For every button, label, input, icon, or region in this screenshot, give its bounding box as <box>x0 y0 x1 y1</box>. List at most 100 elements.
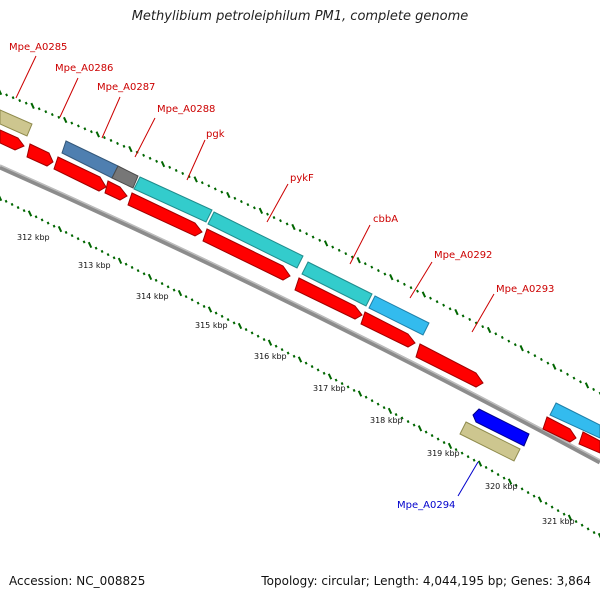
gene-labels: Mpe_A0285 Mpe_A0286 Mpe_A0287 Mpe_A0288 … <box>9 42 554 511</box>
minor-tick <box>580 523 584 527</box>
minor-tick <box>544 501 548 505</box>
outer-tick-ring <box>0 88 600 395</box>
minor-tick <box>364 395 368 399</box>
gene-label-mpe-a0288[interactable]: Mpe_A0288 <box>157 104 215 115</box>
cds-arrow[interactable] <box>53 156 107 192</box>
minor-tick <box>435 300 439 304</box>
leader-line <box>457 461 479 497</box>
major-tick <box>454 308 459 316</box>
orf-feature-cyan-1[interactable] <box>368 295 430 336</box>
minor-tick <box>168 165 172 169</box>
minor-tick <box>513 343 517 347</box>
minor-tick <box>112 256 116 260</box>
gene-label-mpe-a0286[interactable]: Mpe_A0286 <box>55 63 113 74</box>
kbp-label: 316 kbp <box>254 352 287 361</box>
minor-tick <box>344 252 348 256</box>
minor-tick <box>298 228 302 233</box>
major-tick <box>567 514 573 521</box>
major-tick <box>327 373 333 380</box>
minor-tick <box>424 430 428 434</box>
minor-tick <box>484 465 488 469</box>
orf-feature-gray[interactable] <box>111 165 139 189</box>
minor-tick <box>402 282 406 286</box>
orf-feature-khaki-reverse[interactable] <box>459 421 521 462</box>
cds-arrow[interactable] <box>26 143 54 167</box>
minor-tick <box>280 348 284 352</box>
major-tick <box>357 390 363 397</box>
cds-arrow[interactable] <box>294 277 363 320</box>
minor-tick <box>559 369 563 373</box>
major-tick <box>267 339 273 346</box>
cds-arrow[interactable] <box>104 180 128 201</box>
minor-tick <box>520 487 524 491</box>
gene-label-pykf[interactable]: pykF <box>290 173 314 184</box>
minor-tick <box>526 490 530 495</box>
minor-tick <box>370 399 374 403</box>
major-tick <box>30 102 35 109</box>
minor-tick <box>526 350 530 354</box>
minor-tick <box>109 138 113 142</box>
orf-feature-khaki[interactable] <box>0 109 33 137</box>
orf-feature-teal-1[interactable] <box>133 176 213 223</box>
major-tick <box>597 532 600 540</box>
minor-tick <box>37 107 41 111</box>
minor-tick <box>34 215 38 219</box>
cds-arrow[interactable] <box>415 343 484 388</box>
minor-tick <box>18 98 22 103</box>
cds-arrow[interactable] <box>360 311 416 348</box>
minor-tick <box>592 387 596 391</box>
minor-tick <box>172 288 176 292</box>
orf-feature-teal-3[interactable] <box>301 261 373 307</box>
minor-tick <box>494 332 498 336</box>
leader-line <box>349 224 371 265</box>
label-leaders <box>15 55 495 497</box>
minor-tick <box>592 530 596 535</box>
major-tick <box>117 257 123 264</box>
kbp-label: 319 kbp <box>427 449 460 458</box>
gene-label-pgk[interactable]: pgk <box>206 129 225 140</box>
major-tick <box>147 273 153 281</box>
minor-tick <box>52 224 56 228</box>
orf-feature-cyan-2[interactable] <box>549 402 600 439</box>
minor-tick <box>279 219 282 223</box>
minor-tick <box>181 171 185 175</box>
gene-label-mpe-a0292[interactable]: Mpe_A0292 <box>434 250 492 261</box>
leader-line <box>266 183 289 223</box>
major-tick <box>447 442 453 450</box>
minor-tick <box>100 249 104 253</box>
gene-label-cbba[interactable]: cbbA <box>373 214 398 225</box>
cds-arrow[interactable] <box>542 416 577 443</box>
genome-backbone <box>0 164 600 465</box>
major-tick <box>226 191 231 199</box>
minor-tick <box>57 115 61 119</box>
minor-tick <box>232 321 236 325</box>
minor-tick <box>502 476 506 480</box>
orf-feature-teal-2[interactable] <box>207 211 304 269</box>
leader-line <box>15 55 37 99</box>
minor-tick <box>406 419 410 424</box>
inner-tick-ring <box>0 194 600 540</box>
cds-arrow[interactable] <box>127 192 203 237</box>
cds-arrow[interactable] <box>0 129 25 151</box>
gene-label-mpe-a0294[interactable]: Mpe_A0294 <box>397 500 455 511</box>
cds-arrow[interactable] <box>202 228 291 281</box>
genome-backbone-highlight <box>0 164 600 461</box>
minor-tick <box>250 331 254 335</box>
gene-label-mpe-a0285[interactable]: Mpe_A0285 <box>9 42 67 53</box>
cds-arrow[interactable] <box>578 431 600 454</box>
minor-tick <box>76 237 80 241</box>
major-tick <box>421 291 427 298</box>
minor-tick <box>244 327 248 332</box>
minor-tick <box>184 295 188 299</box>
minor-tick <box>116 141 119 145</box>
reverse-cds-arrow[interactable] <box>472 408 530 447</box>
minor-tick <box>572 376 576 380</box>
minor-tick <box>376 268 380 273</box>
minor-tick <box>106 253 110 257</box>
minor-tick <box>331 245 335 249</box>
gene-label-mpe-a0287[interactable]: Mpe_A0287 <box>97 82 155 93</box>
gene-label-mpe-a0293[interactable]: Mpe_A0293 <box>496 284 554 295</box>
minor-tick <box>481 325 485 329</box>
minor-tick <box>214 311 218 315</box>
minor-tick <box>272 215 276 220</box>
